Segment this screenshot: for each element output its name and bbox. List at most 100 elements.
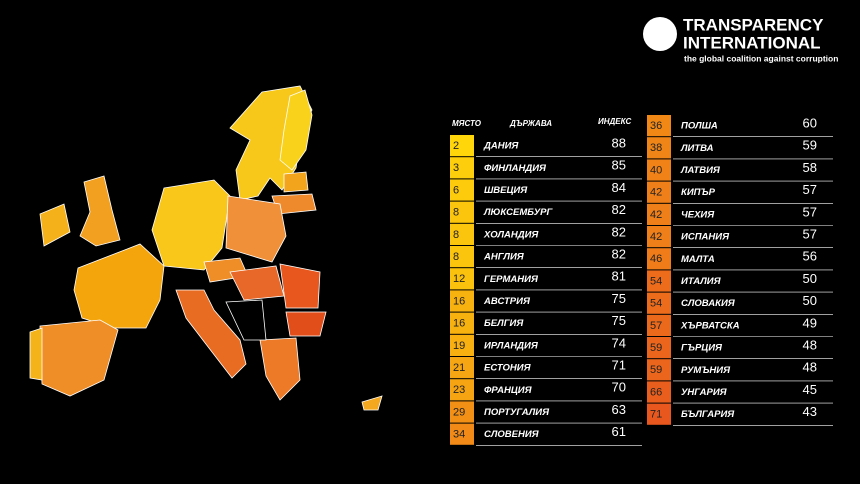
country: КИПЪР <box>681 187 716 198</box>
index: 48 <box>803 338 817 353</box>
country: ЕСТОНИЯ <box>484 363 532 374</box>
country: ИРЛАНДИЯ <box>484 340 539 351</box>
country: ПОРТУГАЛИЯ <box>484 407 550 418</box>
country: СЛОВАКИЯ <box>681 298 736 309</box>
index: 71 <box>612 358 626 373</box>
rank: 8 <box>453 207 459 219</box>
index: 45 <box>803 382 817 397</box>
rank: 19 <box>453 340 465 352</box>
index: 58 <box>803 160 817 175</box>
germany <box>151 179 231 271</box>
rank: 54 <box>650 298 662 310</box>
romania <box>279 263 321 309</box>
rank: 29 <box>453 406 465 418</box>
header-country: ДЪРЖАВА <box>509 119 552 128</box>
rank-cell <box>450 312 474 334</box>
rank: 42 <box>650 231 662 243</box>
rank-cell <box>450 246 474 268</box>
rank-cell <box>450 401 474 423</box>
rank-cell <box>647 337 671 359</box>
logo-line1: TRANSPARENCY <box>683 15 824 34</box>
logo-icon <box>643 17 677 51</box>
logo: TRANSPARENCY INTERNATIONAL the global co… <box>643 15 838 63</box>
rank-cell <box>647 292 671 314</box>
country: ГЪРЦИЯ <box>681 343 723 354</box>
rank-cell <box>647 137 671 159</box>
rank: 12 <box>453 273 465 285</box>
country: ПОЛША <box>681 121 718 132</box>
country: ЛИТВА <box>680 143 714 154</box>
greece <box>259 337 301 401</box>
index: 43 <box>803 404 817 419</box>
index: 63 <box>612 402 626 417</box>
table: 2 ДАНИЯ 883 ФИНЛАНДИЯ 856 ШВЕЦИЯ 848 ЛЮКСЕМБУРГ… <box>450 115 833 446</box>
country: АНГЛИЯ <box>483 252 525 263</box>
rank: 23 <box>453 384 465 396</box>
index: 74 <box>612 335 626 350</box>
rank-cell <box>647 359 671 381</box>
index: 81 <box>612 269 626 284</box>
france <box>73 243 165 329</box>
bulgaria <box>285 311 327 337</box>
italy <box>175 289 247 379</box>
rank: 42 <box>650 209 662 221</box>
country: ЧЕХИЯ <box>681 209 715 220</box>
rank: 59 <box>650 342 662 354</box>
rank-cell <box>450 135 474 157</box>
country: ИСПАНИЯ <box>681 232 730 243</box>
country: ЛЮКСЕМБУРГ <box>483 207 554 218</box>
rank-cell <box>450 423 474 445</box>
country: БЕЛГИЯ <box>484 318 524 329</box>
header-index: ИНДЕКС <box>598 117 631 126</box>
rank-cell <box>450 290 474 312</box>
rank: 2 <box>453 140 459 152</box>
index: 59 <box>803 138 817 153</box>
country: ХОЛАНДИЯ <box>483 229 539 240</box>
country: ХЪРВАТСКА <box>680 320 740 331</box>
index: 75 <box>612 313 626 328</box>
rank: 54 <box>650 275 662 287</box>
index: 61 <box>612 424 626 439</box>
rank-cell <box>450 379 474 401</box>
country: ФРАНЦИЯ <box>484 385 533 396</box>
index: 88 <box>612 136 626 151</box>
rank: 42 <box>650 187 662 199</box>
europe-map <box>29 85 383 411</box>
rank-cell <box>647 248 671 270</box>
rank-cell <box>647 159 671 181</box>
index: 50 <box>803 271 817 286</box>
rank: 59 <box>650 364 662 376</box>
rank-cell <box>450 157 474 179</box>
index: 57 <box>803 182 817 197</box>
country: МАЛТА <box>681 254 715 265</box>
index: 57 <box>803 204 817 219</box>
country: ГЕРМАНИЯ <box>484 274 539 285</box>
rank: 16 <box>453 295 465 307</box>
country: ФИНЛАНДИЯ <box>484 163 547 174</box>
rank: 40 <box>650 164 662 176</box>
rank-cell <box>647 203 671 225</box>
rank: 3 <box>453 162 459 174</box>
rank: 57 <box>650 320 662 332</box>
index: 75 <box>612 291 626 306</box>
index: 57 <box>803 227 817 242</box>
index: 82 <box>612 247 626 262</box>
rank: 46 <box>650 253 662 265</box>
logo-tagline: the global coalition against corruption <box>684 53 838 63</box>
country: ИТАЛИЯ <box>681 276 722 287</box>
country: БЪЛГАРИЯ <box>681 409 735 420</box>
poland <box>225 195 287 263</box>
rank: 34 <box>453 429 465 441</box>
rank: 8 <box>453 229 459 241</box>
rank-cell <box>647 181 671 203</box>
rank-cell <box>450 201 474 223</box>
baltics <box>283 171 309 193</box>
index: 48 <box>803 360 817 375</box>
rank: 6 <box>453 184 459 196</box>
rank: 71 <box>650 409 662 421</box>
rank-cell <box>647 403 671 425</box>
rank-cell <box>647 314 671 336</box>
country: УНГАРИЯ <box>681 387 728 398</box>
rank-cell <box>647 270 671 292</box>
